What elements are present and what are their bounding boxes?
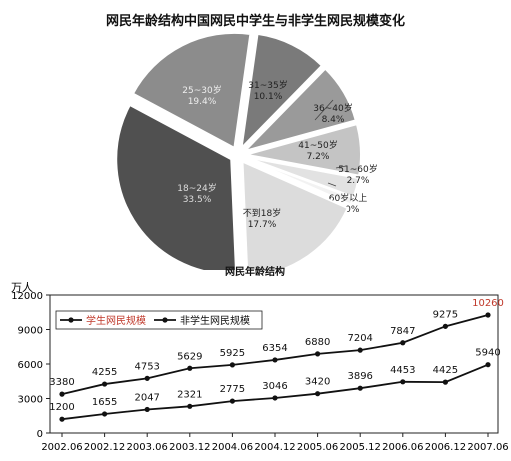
pie-slice bbox=[131, 31, 252, 150]
pie-slice-percent: 1.0% bbox=[337, 205, 360, 215]
page-title: 网民年龄结构中国网民中学生与非学生网民规模变化 bbox=[105, 14, 405, 29]
line-chart: 万人 0 3000 6000 9000 12000 2002.06 2002.12 2003.0… bbox=[11, 281, 509, 453]
legend-label: 非学生网民规模 bbox=[180, 314, 250, 327]
y-tick-label: 9000 bbox=[18, 326, 43, 337]
data-point bbox=[144, 375, 150, 381]
data-label: 2775 bbox=[220, 384, 245, 395]
pie-slice bbox=[241, 160, 350, 270]
x-tick-label: 2003.12 bbox=[169, 442, 210, 453]
data-point bbox=[315, 351, 321, 357]
data-label: 3046 bbox=[262, 381, 287, 392]
pie-caption: 网民年龄结构 bbox=[225, 267, 285, 278]
data-point bbox=[485, 362, 491, 368]
pie-slice-percent: 2.7% bbox=[347, 176, 370, 186]
y-tick-label: 12000 bbox=[11, 291, 43, 302]
pie-slice-label: 51~60岁 bbox=[338, 163, 377, 175]
data-label: 4255 bbox=[92, 367, 117, 378]
data-point bbox=[59, 391, 65, 397]
x-tick-label: 2005.06 bbox=[297, 442, 338, 453]
data-label: 3420 bbox=[305, 377, 330, 388]
pie-slice-label: 36~40岁 bbox=[313, 102, 352, 114]
x-tick-label: 2006.06 bbox=[382, 442, 423, 453]
pie-slice-percent: 10.1% bbox=[254, 92, 283, 102]
data-point bbox=[315, 391, 321, 397]
data-point bbox=[272, 357, 278, 363]
data-label: 4453 bbox=[390, 365, 415, 376]
pie-slice-percent: 19.4% bbox=[188, 97, 217, 107]
pie-slice bbox=[240, 32, 324, 151]
data-label: 5629 bbox=[177, 351, 202, 362]
pie-slice bbox=[115, 103, 237, 270]
data-label: 2047 bbox=[134, 392, 159, 403]
data-point bbox=[102, 411, 108, 417]
x-tick-label: 2007.06 bbox=[467, 442, 508, 453]
x-tick-label: 2004.12 bbox=[254, 442, 295, 453]
legend-marker bbox=[68, 317, 74, 323]
pie-slice bbox=[241, 67, 357, 153]
pie-slice-label: 25~30岁 bbox=[182, 84, 221, 96]
x-tick-label: 2004.06 bbox=[212, 442, 253, 453]
pie-slice-percent: 17.7% bbox=[248, 220, 277, 230]
data-point bbox=[187, 403, 193, 409]
data-label: 6354 bbox=[262, 343, 287, 354]
pie-slice-label: 不到18岁 bbox=[243, 207, 281, 219]
data-point bbox=[442, 379, 448, 385]
data-label: 4425 bbox=[433, 365, 458, 376]
data-label: 6880 bbox=[305, 337, 330, 348]
data-point bbox=[272, 395, 278, 401]
data-label: 5925 bbox=[220, 348, 245, 359]
data-point bbox=[144, 406, 150, 413]
data-point bbox=[102, 381, 108, 387]
data-label: 1655 bbox=[92, 397, 117, 408]
pie-slice-label: 60岁以上 bbox=[329, 192, 367, 204]
pie-slice bbox=[245, 157, 355, 206]
y-tick-label: 6000 bbox=[18, 360, 43, 371]
data-label: 3896 bbox=[347, 371, 372, 382]
pie-leader-line bbox=[335, 165, 347, 169]
data-label: 9275 bbox=[433, 309, 458, 320]
pie-slice bbox=[245, 122, 362, 177]
x-tick-label: 2006.12 bbox=[425, 442, 466, 453]
pie-leader-line bbox=[327, 182, 337, 187]
pie-slice-percent: 7.2% bbox=[307, 152, 330, 162]
data-label: 1200 bbox=[49, 402, 74, 413]
data-point bbox=[400, 340, 406, 346]
data-point bbox=[442, 323, 448, 329]
data-point bbox=[229, 362, 235, 368]
data-label: 7204 bbox=[347, 333, 372, 344]
data-point bbox=[357, 347, 363, 353]
data-point bbox=[229, 398, 235, 404]
data-label: 2321 bbox=[177, 389, 202, 400]
x-tick-label: 2002.12 bbox=[84, 442, 125, 453]
pie-slice-label: 18~24岁 bbox=[177, 182, 216, 194]
data-label: 7847 bbox=[390, 326, 415, 337]
data-point bbox=[357, 385, 363, 391]
data-label: 5940 bbox=[475, 348, 500, 359]
pie-leader-line bbox=[314, 99, 334, 121]
pie-slice-percent: 33.5% bbox=[183, 195, 212, 205]
legend-marker bbox=[162, 317, 168, 323]
data-point bbox=[187, 365, 193, 371]
x-tick-label: 2003.06 bbox=[127, 442, 168, 453]
data-label: 10260 bbox=[472, 298, 504, 309]
pie-slice-percent: 8.4% bbox=[322, 115, 345, 125]
x-tick-label: 2005.12 bbox=[340, 442, 381, 453]
data-point bbox=[59, 416, 65, 422]
pie-slice-label: 31~35岁 bbox=[248, 79, 287, 91]
y-axis-label: 万人 bbox=[11, 281, 33, 294]
pie-slice-label: 41~50岁 bbox=[298, 139, 337, 151]
y-tick-label: 3000 bbox=[18, 395, 43, 406]
x-tick-label: 2002.06 bbox=[41, 442, 82, 453]
data-point bbox=[400, 379, 406, 385]
data-point bbox=[485, 312, 491, 318]
y-tick-label: 0 bbox=[37, 429, 43, 440]
data-label: 3380 bbox=[49, 377, 74, 388]
data-label: 4753 bbox=[134, 361, 159, 372]
legend-label: 学生网民规模 bbox=[86, 314, 146, 327]
